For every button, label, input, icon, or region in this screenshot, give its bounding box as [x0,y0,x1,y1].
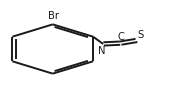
Text: Br: Br [48,11,59,21]
Text: S: S [137,30,144,40]
Text: N: N [98,46,106,56]
Text: C: C [117,32,124,42]
